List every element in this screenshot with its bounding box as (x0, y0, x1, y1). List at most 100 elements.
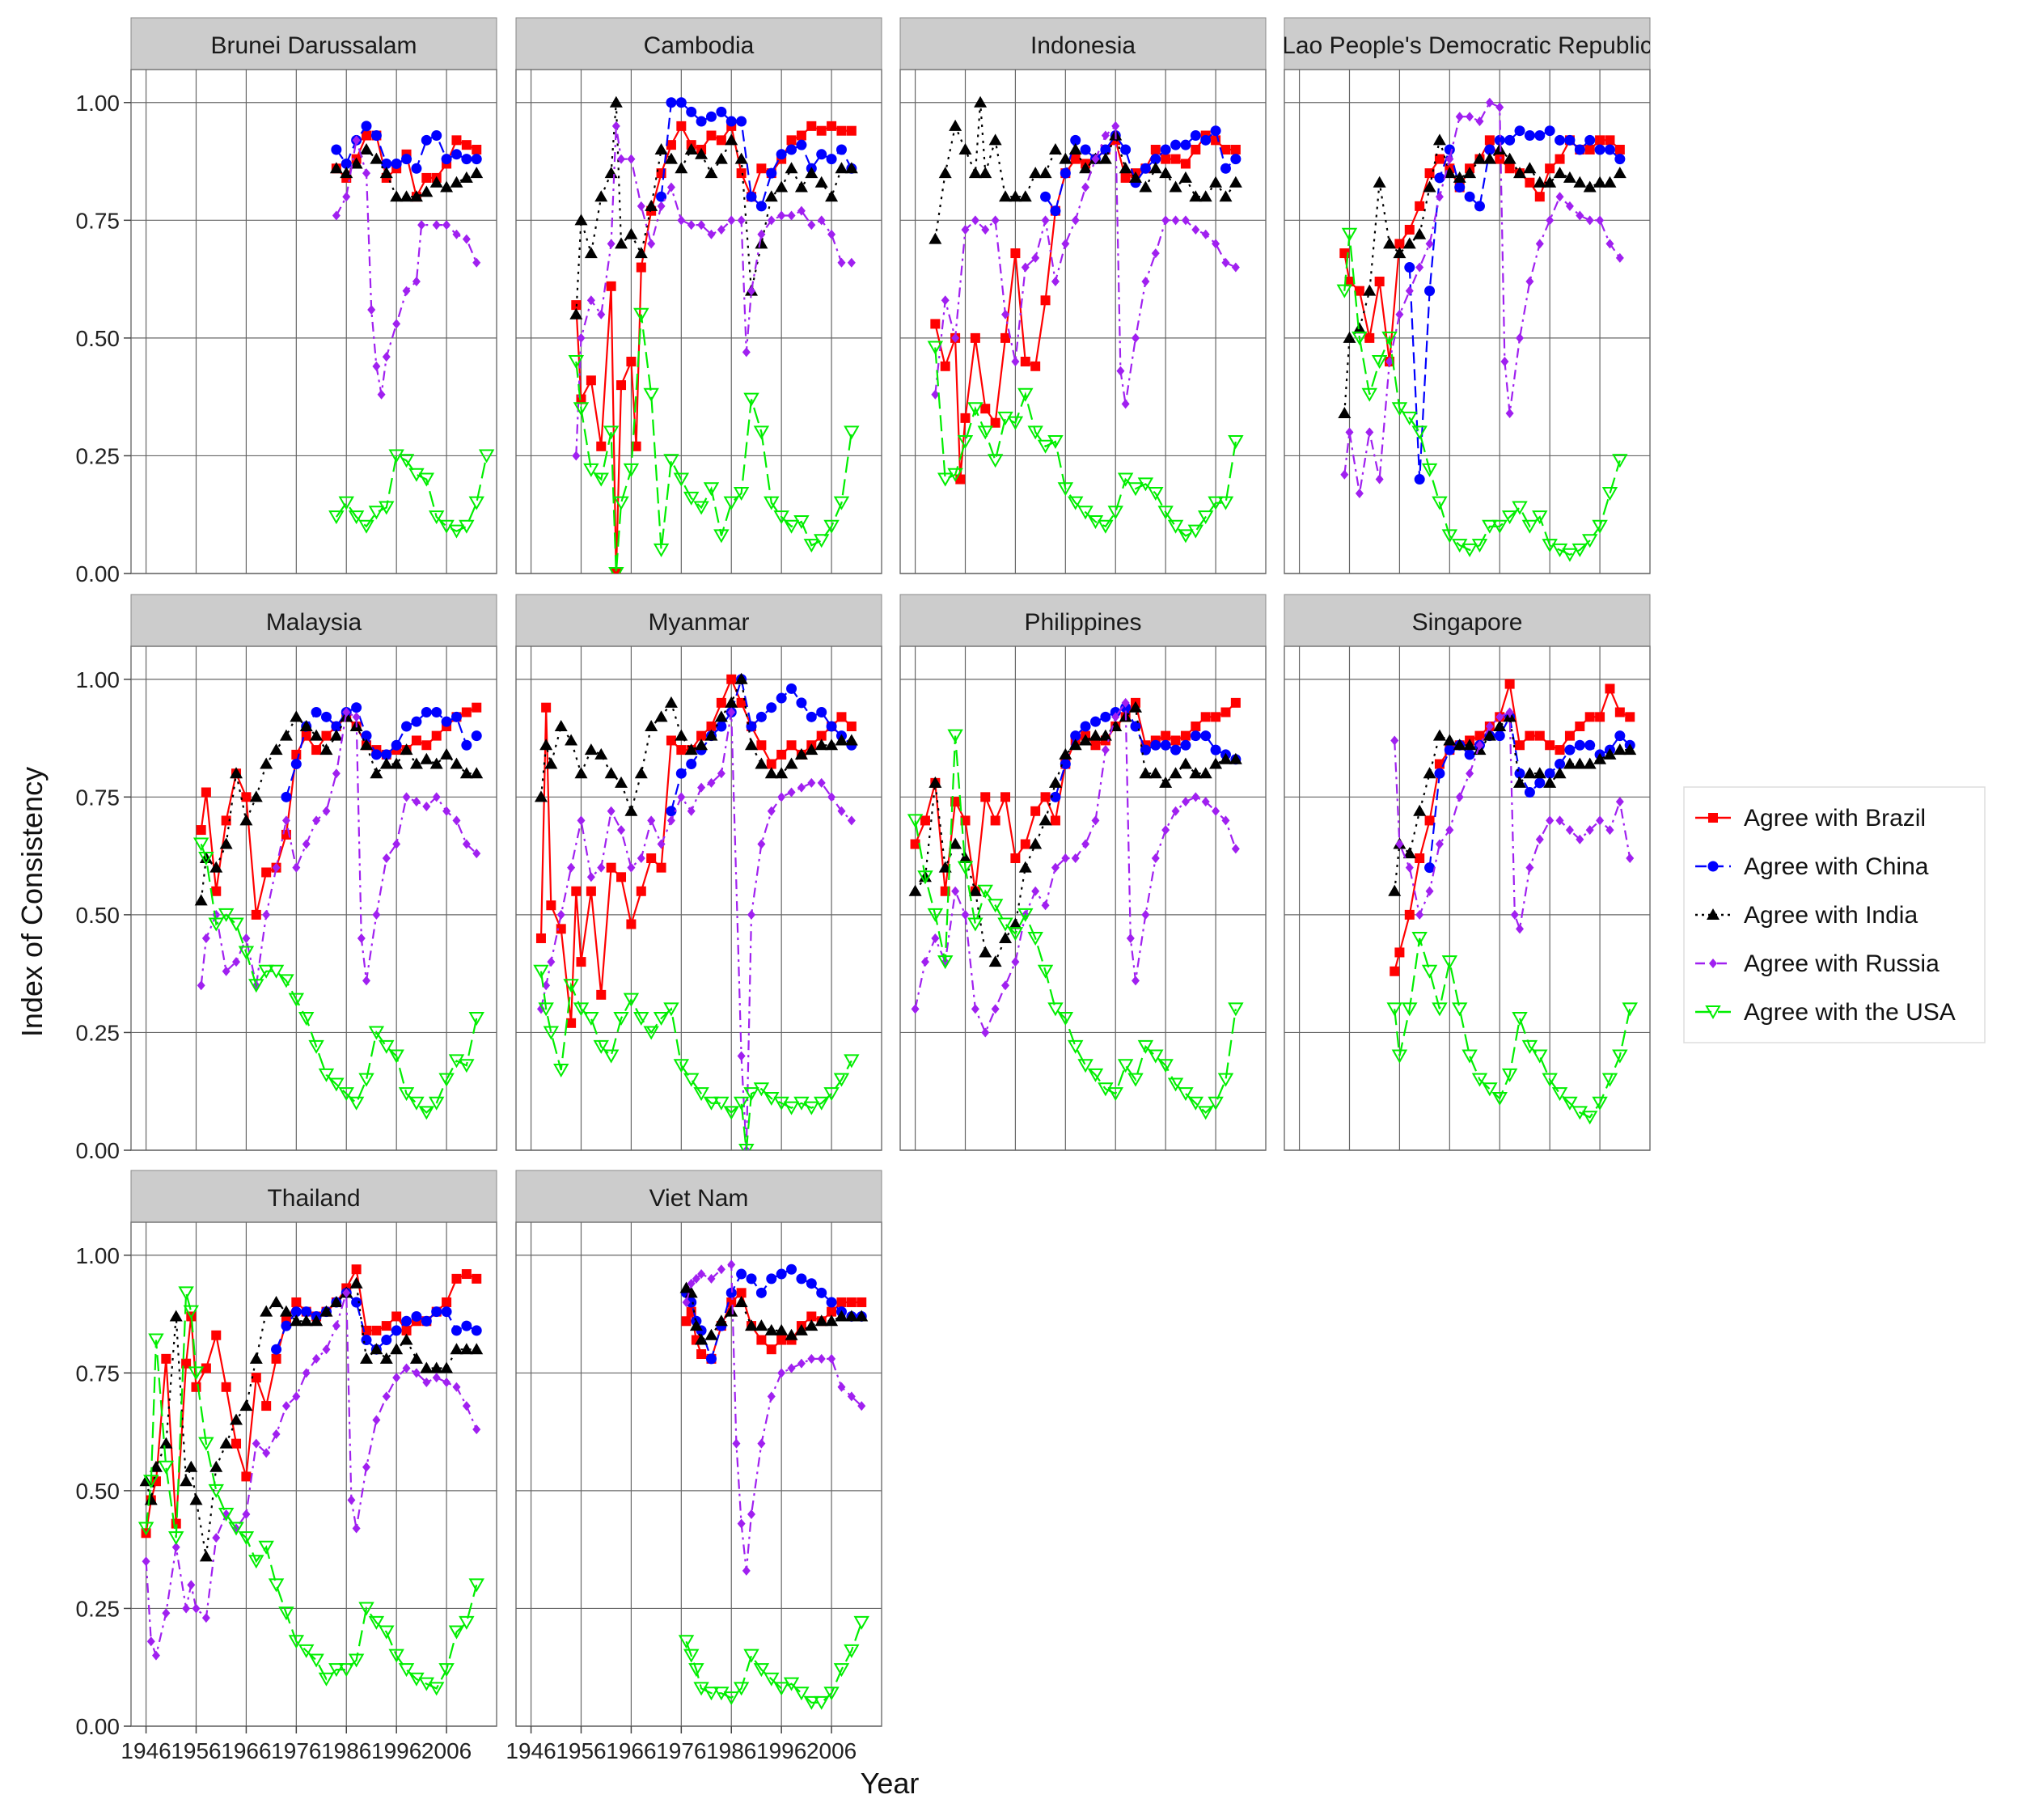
data-point (556, 924, 566, 934)
data-point (725, 1287, 737, 1298)
data-point (1391, 1049, 1408, 1064)
data-point (1051, 277, 1060, 287)
data-point (348, 1096, 365, 1111)
data-point (1201, 797, 1210, 807)
gridlines (131, 70, 497, 574)
data-point (990, 417, 1000, 428)
data-point (827, 229, 836, 239)
panel-strip (130, 594, 497, 647)
data-point (687, 806, 696, 816)
data-point (1504, 679, 1515, 689)
data-point (716, 697, 726, 708)
series-russia (682, 1259, 866, 1576)
data-point (1534, 192, 1545, 202)
data-point (401, 1315, 412, 1327)
data-point (1068, 739, 1082, 751)
data-point (462, 234, 471, 244)
series-line (145, 1293, 478, 1690)
data-point (468, 1578, 484, 1593)
data-point (1584, 712, 1595, 722)
data-point (663, 1002, 679, 1017)
panel-strip (130, 1170, 497, 1223)
data-point (1219, 190, 1233, 202)
data-point (823, 519, 840, 534)
data-point (806, 121, 817, 131)
data-point (1553, 167, 1567, 179)
data-point (1571, 543, 1588, 557)
data-point (910, 839, 920, 849)
y-tick-label: 1.00 (76, 667, 121, 692)
data-point (1178, 529, 1194, 544)
x-tick-label: 2006 (806, 1738, 857, 1763)
data-point (753, 1663, 770, 1678)
data-point (1555, 134, 1566, 146)
data-point (1090, 740, 1101, 751)
legend-item: Agree with China (1695, 853, 1929, 880)
data-point (421, 740, 432, 751)
data-point (593, 472, 609, 487)
data-point (422, 801, 431, 811)
data-point (310, 729, 324, 741)
data-point (442, 806, 451, 816)
series-brazil (1390, 679, 1635, 976)
data-point (999, 931, 1013, 943)
data-point (927, 908, 944, 922)
data-point (737, 215, 746, 226)
data-point (1512, 501, 1528, 515)
data-point (347, 1495, 356, 1505)
data-point (766, 167, 777, 179)
data-point (747, 286, 756, 296)
data-point (452, 229, 461, 239)
data-point (1544, 768, 1555, 779)
data-point (1474, 201, 1485, 212)
data-point (199, 1550, 213, 1562)
data-point (1622, 1002, 1638, 1017)
data-point (1352, 331, 1368, 345)
data-point (656, 191, 667, 202)
data-point (1504, 134, 1516, 146)
data-point (1596, 215, 1605, 226)
data-point (827, 792, 836, 802)
data-point (583, 463, 599, 477)
data-point (418, 472, 435, 487)
data-point (352, 1523, 361, 1534)
data-point (370, 1343, 383, 1355)
data-point (1027, 931, 1043, 946)
data-point (981, 224, 990, 235)
data-point (320, 711, 332, 722)
data-point (683, 1073, 700, 1087)
data-point (746, 191, 757, 202)
data-point (835, 734, 848, 746)
data-point (231, 1438, 242, 1449)
data-point (1071, 215, 1080, 226)
data-point (666, 806, 677, 817)
data-point (1563, 171, 1576, 183)
data-point (1415, 909, 1424, 920)
data-point (161, 1353, 171, 1364)
data-point (169, 1310, 183, 1322)
data-point (654, 710, 668, 722)
y-tick-label: 0.25 (76, 443, 121, 468)
data-point (713, 1096, 730, 1111)
data-point (1009, 190, 1022, 202)
data-point (470, 167, 484, 179)
data-point (392, 839, 401, 849)
data-point (1581, 1111, 1598, 1125)
data-point (351, 702, 362, 713)
data-point (1463, 167, 1477, 179)
data-point (1555, 154, 1565, 164)
data-point (786, 1263, 797, 1275)
data-point (1021, 262, 1030, 273)
data-point (1071, 853, 1080, 864)
data-point (1220, 163, 1231, 174)
data-point (686, 759, 697, 770)
data-point (201, 1613, 210, 1623)
data-point (1483, 152, 1496, 164)
data-point (1533, 176, 1546, 188)
data-point (192, 1603, 201, 1614)
data-point (1385, 356, 1394, 366)
data-point (149, 1460, 163, 1472)
data-point (816, 707, 827, 718)
data-point (1079, 734, 1093, 746)
data-point (586, 886, 596, 896)
